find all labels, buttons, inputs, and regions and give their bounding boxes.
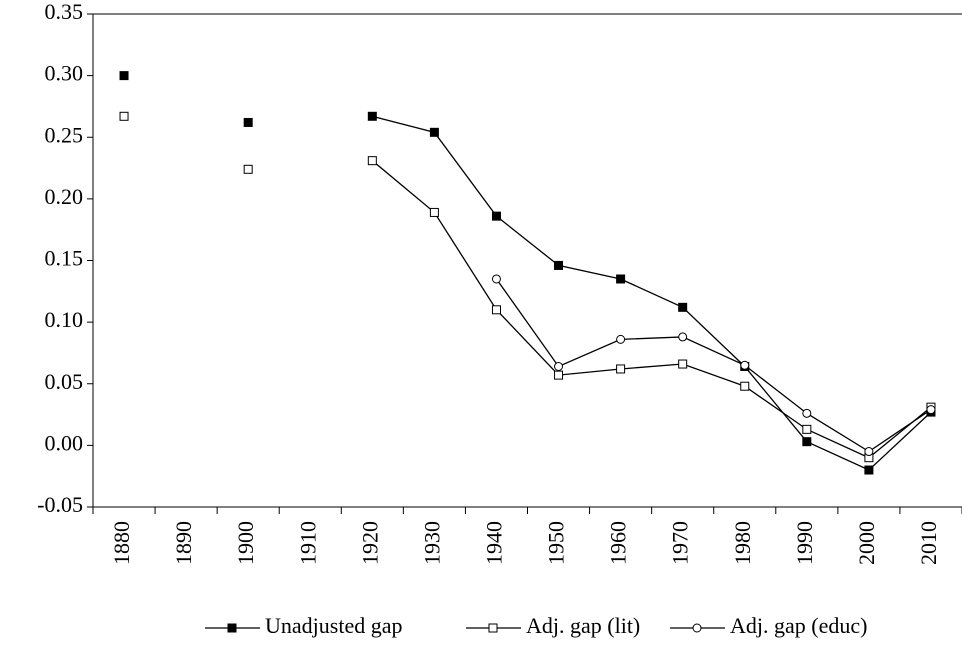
x-tick-label: 1970 — [668, 521, 693, 565]
y-tick-label: -0.05 — [37, 492, 83, 517]
data-point — [554, 361, 564, 371]
x-tick-label: 1910 — [295, 521, 320, 565]
data-point — [864, 465, 874, 475]
data-point — [119, 111, 129, 121]
x-tick-label: 2010 — [916, 521, 941, 565]
data-point — [616, 274, 626, 284]
data-point — [367, 156, 377, 166]
x-tick-label: 1940 — [482, 521, 507, 565]
legend-label: Unadjusted gap — [265, 613, 402, 638]
x-tick-label: 1980 — [730, 521, 755, 565]
y-tick-label: 0.15 — [45, 246, 84, 271]
x-tick-label: 1950 — [544, 521, 569, 565]
data-point — [554, 370, 564, 380]
data-point — [678, 332, 688, 342]
data-point — [864, 447, 874, 457]
x-tick-label: 1960 — [606, 521, 631, 565]
x-tick-label: 1900 — [233, 521, 258, 565]
data-point — [491, 305, 501, 315]
data-point — [491, 274, 501, 284]
data-point — [491, 211, 501, 221]
y-tick-label: 0.00 — [45, 430, 84, 455]
x-tick-label: 1920 — [357, 521, 382, 565]
data-point — [119, 71, 129, 81]
series-line — [372, 115, 932, 471]
data-point — [802, 424, 812, 434]
x-tick-label: 2000 — [854, 521, 879, 565]
data-point — [740, 381, 750, 391]
data-point — [616, 334, 626, 344]
y-tick-label: 0.30 — [45, 61, 84, 86]
y-tick-label: 0.05 — [45, 369, 84, 394]
data-point — [616, 364, 626, 374]
y-tick-label: 0.25 — [45, 122, 84, 147]
legend-marker — [692, 623, 702, 633]
data-point — [740, 360, 750, 370]
data-point — [802, 437, 812, 447]
data-point — [429, 127, 439, 137]
y-tick-label: 0.35 — [45, 0, 84, 24]
data-point — [367, 111, 377, 121]
data-point — [243, 117, 253, 127]
data-point — [926, 405, 936, 415]
legend-marker — [488, 623, 498, 633]
legend-marker — [227, 623, 237, 633]
data-point — [429, 207, 439, 217]
x-tick-label: 1990 — [792, 521, 817, 565]
series-line — [371, 160, 932, 459]
x-tick-label: 1930 — [419, 521, 444, 565]
y-tick-label: 0.20 — [45, 184, 84, 209]
x-tick-label: 1880 — [109, 521, 134, 565]
data-point — [678, 359, 688, 369]
series-line — [495, 278, 932, 453]
legend-label: Adj. gap (educ) — [730, 613, 867, 638]
y-tick-label: 0.10 — [45, 307, 84, 332]
data-point — [554, 260, 564, 270]
legend-label: Adj. gap (lit) — [526, 613, 640, 638]
x-tick-label: 1890 — [171, 521, 196, 565]
data-point — [678, 302, 688, 312]
data-point — [802, 408, 812, 418]
data-point — [243, 164, 253, 174]
